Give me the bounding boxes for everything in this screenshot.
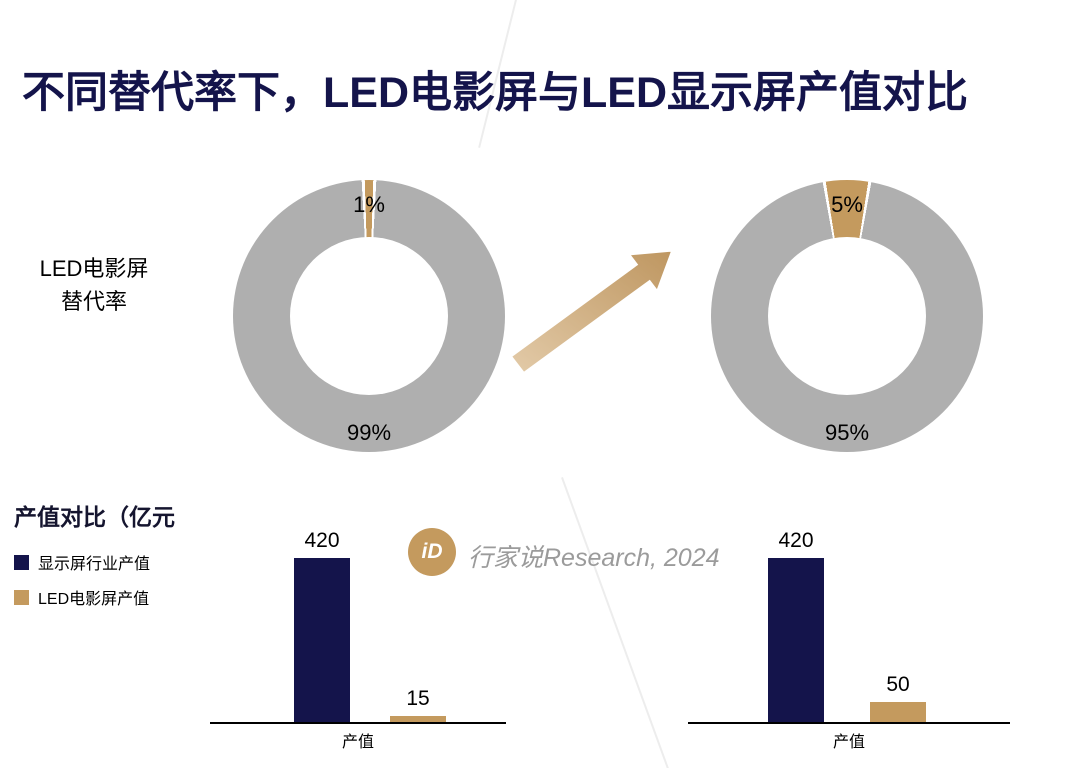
bar-column-led-cinema: 15 bbox=[390, 687, 446, 722]
legend-item-led-cinema: LED电影屏产值 bbox=[14, 585, 150, 609]
background-watermark-line bbox=[561, 477, 669, 768]
donut-hole bbox=[768, 237, 926, 395]
replacement-rate-label-line1: LED电影屏 bbox=[39, 256, 149, 281]
donut-chart-right: 5% 95% bbox=[711, 180, 983, 452]
replacement-rate-label-line2: 替代率 bbox=[60, 289, 127, 314]
bar-display-industry bbox=[294, 558, 350, 722]
legend-label: LED电影屏产值 bbox=[38, 591, 150, 608]
brand-logo-icon: iD bbox=[408, 528, 456, 576]
donut-major-percent-label: 95% bbox=[824, 420, 870, 445]
bar-value-label: 50 bbox=[886, 673, 910, 696]
bar-led-cinema bbox=[870, 702, 926, 722]
bar-led-cinema bbox=[390, 716, 446, 722]
bar-column-led-cinema: 50 bbox=[870, 673, 926, 722]
donut-hole bbox=[290, 237, 448, 395]
x-axis-label: 产值 bbox=[341, 734, 375, 751]
legend-swatch-gold bbox=[14, 589, 29, 605]
bar-value-label: 420 bbox=[304, 529, 340, 552]
output-section-label: 产值对比（亿元 bbox=[14, 504, 175, 530]
bar-value-label: 420 bbox=[778, 529, 814, 552]
donut-minor-percent-label: 5% bbox=[831, 192, 863, 217]
bar-chart-left: 420 15 产值 bbox=[210, 520, 506, 751]
bar-column-display-industry: 420 bbox=[294, 529, 350, 722]
legend: 显示屏行业产值 LED电影屏产值 bbox=[14, 550, 150, 620]
legend-swatch-navy bbox=[14, 554, 29, 570]
x-axis-label: 产值 bbox=[832, 734, 866, 751]
replacement-rate-label: LED电影屏 替代率 bbox=[16, 252, 172, 318]
page-title: 不同替代率下，LED电影屏与LED显示屏产值对比 bbox=[22, 69, 968, 117]
donut-major-percent-label: 99% bbox=[346, 420, 392, 445]
bar-column-display-industry: 420 bbox=[768, 529, 824, 722]
bar-display-industry bbox=[768, 558, 824, 722]
donut-minor-percent-label: 1% bbox=[353, 192, 385, 217]
watermark-text: 行家说Research, 2024 bbox=[468, 544, 720, 572]
legend-item-display-industry: 显示屏行业产值 bbox=[14, 550, 150, 574]
donut-chart-left: 1% 99% bbox=[233, 180, 505, 452]
growth-arrow-icon bbox=[508, 248, 676, 376]
bar-chart-right: 420 50 产值 bbox=[688, 520, 1010, 751]
legend-label: 显示屏行业产值 bbox=[38, 556, 151, 573]
bar-value-label: 15 bbox=[406, 687, 430, 710]
